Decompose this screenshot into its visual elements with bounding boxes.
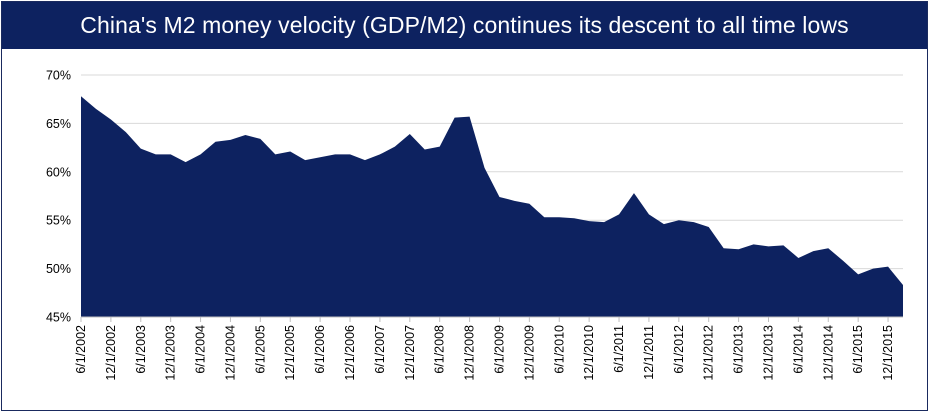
x-tick-label: 6/1/2012 bbox=[672, 325, 686, 374]
y-tick-label: 65% bbox=[46, 117, 71, 131]
y-tick-label: 45% bbox=[46, 311, 71, 325]
x-tick-label: 12/1/2003 bbox=[164, 325, 178, 381]
x-tick-label: 12/1/2008 bbox=[463, 325, 477, 381]
y-tick-label: 60% bbox=[46, 165, 71, 179]
x-axis-ticks: 6/1/2002 12/1/2002 6/1/2003 12/1/2003 6/1/20… bbox=[74, 317, 895, 381]
x-tick-label: 6/1/2014 bbox=[791, 325, 805, 374]
x-tick-label: 6/1/2003 bbox=[134, 325, 148, 374]
x-tick-label: 12/1/2014 bbox=[821, 325, 835, 381]
x-tick-label: 12/1/2007 bbox=[403, 325, 417, 381]
x-tick-label: 6/1/2005 bbox=[253, 325, 267, 374]
x-tick-label: 12/1/2009 bbox=[522, 325, 536, 381]
y-tick-label: 70% bbox=[46, 69, 71, 83]
x-tick-label: 12/1/2013 bbox=[761, 325, 775, 381]
x-tick-label: 12/1/2012 bbox=[702, 325, 716, 381]
x-tick-label: 6/1/2015 bbox=[851, 325, 865, 374]
x-tick-label: 12/1/2005 bbox=[283, 325, 297, 381]
x-tick-label: 6/1/2006 bbox=[313, 325, 327, 374]
y-axis-ticks: 70% 65% 60% 55% 50% 45% bbox=[46, 69, 71, 325]
x-tick-label: 6/1/2010 bbox=[552, 325, 566, 374]
x-tick-label: 12/1/2002 bbox=[104, 325, 118, 381]
x-tick-label: 6/1/2002 bbox=[74, 325, 88, 374]
x-tick-label: 12/1/2015 bbox=[881, 325, 895, 381]
x-tick-label: 6/1/2009 bbox=[492, 325, 506, 374]
x-tick-label: 6/1/2008 bbox=[433, 325, 447, 374]
y-tick-label: 50% bbox=[46, 262, 71, 276]
chart-title: China's M2 money velocity (GDP/M2) conti… bbox=[2, 2, 927, 49]
x-tick-label: 12/1/2011 bbox=[642, 325, 656, 380]
x-tick-label: 6/1/2011 bbox=[612, 325, 626, 373]
y-tick-label: 55% bbox=[46, 214, 71, 228]
x-tick-label: 6/1/2013 bbox=[732, 325, 746, 374]
x-tick-label: 12/1/2010 bbox=[582, 325, 596, 381]
x-tick-label: 12/1/2004 bbox=[223, 325, 237, 381]
x-tick-label: 6/1/2004 bbox=[194, 325, 208, 374]
x-tick-label: 6/1/2007 bbox=[373, 325, 387, 374]
x-tick-label: 12/1/2006 bbox=[343, 325, 357, 381]
series-area bbox=[81, 96, 903, 317]
